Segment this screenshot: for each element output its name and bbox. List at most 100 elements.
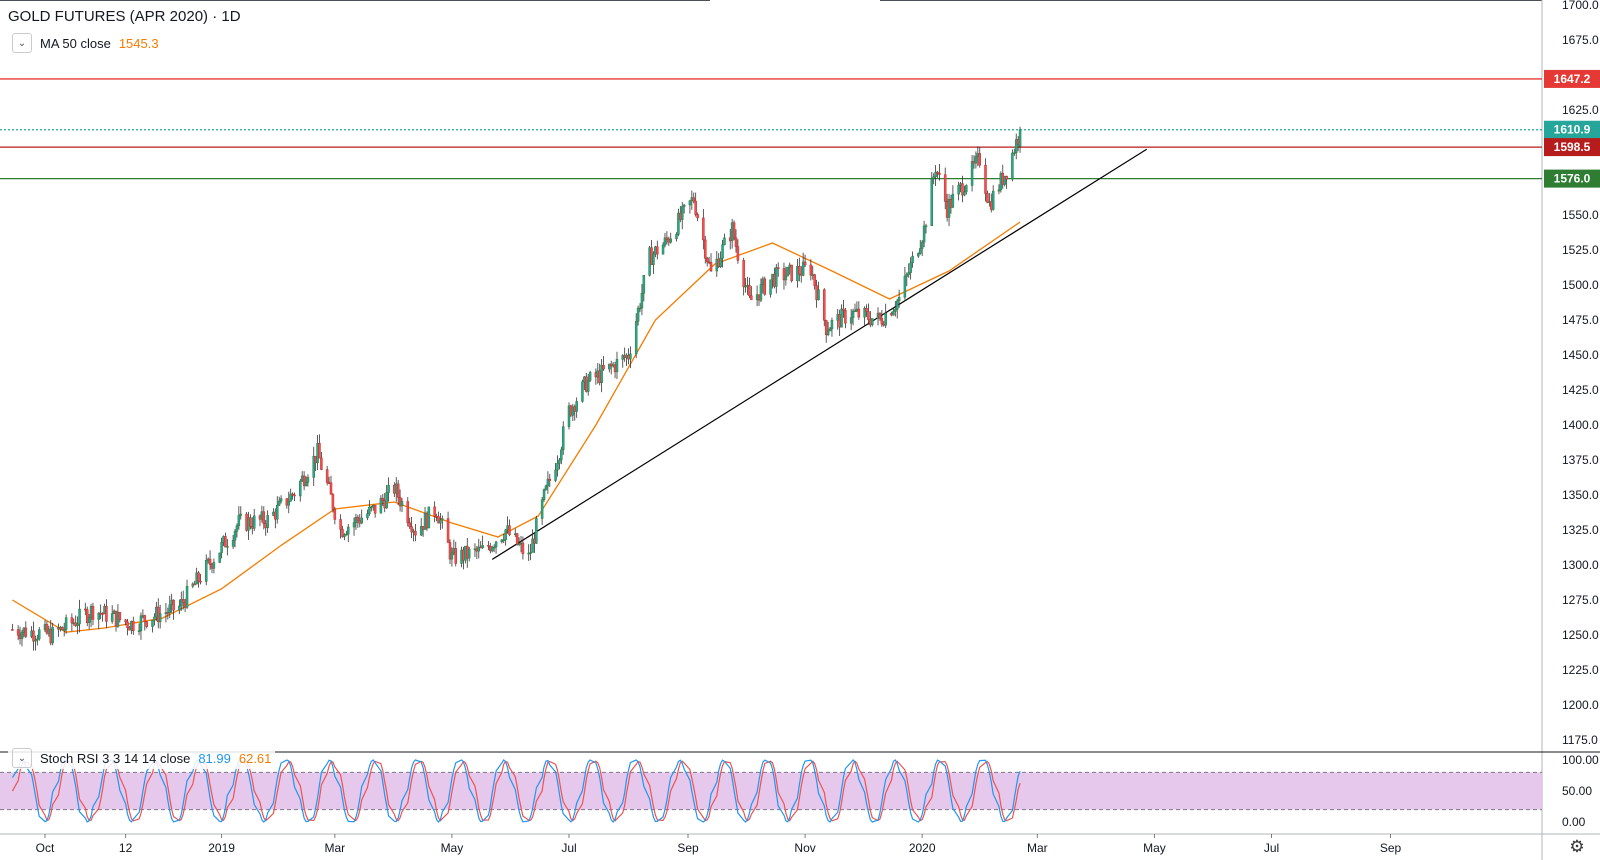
candle-body — [602, 364, 605, 370]
candle-body — [665, 237, 669, 240]
candle-body — [554, 469, 557, 481]
candle-body — [235, 525, 239, 532]
candle-body — [158, 613, 162, 623]
level-badge — [1544, 120, 1600, 139]
candle-body — [289, 493, 292, 502]
candle-body — [997, 189, 1001, 192]
candle-body — [373, 504, 377, 514]
candle-body — [70, 617, 74, 624]
candle-body — [857, 308, 861, 318]
candle-body — [575, 401, 578, 412]
candle-body — [331, 494, 335, 510]
price-tick-label: 1400.0 — [1562, 418, 1599, 432]
price-tick-label: 1450.0 — [1562, 348, 1599, 362]
candle-body — [370, 506, 373, 509]
stoch-label: Stoch RSI 3 3 14 14 close — [40, 750, 191, 766]
candle-body — [719, 257, 722, 268]
candle-body — [894, 309, 897, 312]
time-tick-label: 2019 — [208, 841, 235, 855]
candle-body — [905, 274, 909, 277]
stoch-tick-label: 50.00 — [1562, 784, 1592, 798]
candle-body — [279, 498, 283, 502]
candle-body — [558, 459, 561, 464]
price-tick-label: 1200.0 — [1562, 698, 1599, 712]
candle-body — [204, 559, 208, 582]
candle-body — [61, 626, 64, 631]
candle-body — [878, 312, 882, 319]
candle-body — [638, 307, 642, 310]
candle-body — [1018, 129, 1022, 147]
stoch-legend: ⌄ Stoch RSI 3 3 14 14 close 81.99 62.61 — [8, 747, 276, 769]
candle-body — [467, 548, 471, 559]
trendline[interactable] — [491, 148, 1148, 560]
candle-body — [531, 538, 534, 553]
candle-body — [656, 246, 659, 255]
candle-body — [448, 542, 452, 560]
candle-body — [744, 285, 747, 288]
candle-body — [62, 629, 66, 631]
candle-body — [801, 261, 805, 276]
candle-body — [339, 519, 342, 530]
candle-body — [586, 380, 590, 392]
candle-body — [938, 173, 941, 175]
candle-body — [991, 190, 995, 210]
candle-body — [934, 171, 937, 178]
candle-body — [682, 204, 686, 207]
candle-body — [208, 558, 212, 565]
candle-body — [692, 197, 696, 202]
level-badge-label: 1610.9 — [1554, 123, 1591, 137]
price-tick-label: 1675.0 — [1562, 33, 1599, 47]
stoch-d-value: 62.61 — [238, 750, 272, 766]
price-axis[interactable]: 1700.01675.01650.01625.01600.01575.01550… — [1544, 0, 1600, 747]
candle-body — [918, 248, 922, 254]
ma50-line[interactable] — [12, 221, 1021, 633]
candle-body — [581, 381, 584, 402]
candle-body — [345, 533, 348, 536]
candle-body — [922, 225, 926, 243]
candle-body — [352, 522, 356, 528]
candle-body — [233, 531, 237, 541]
candle-body — [302, 475, 306, 486]
candle-body — [145, 621, 148, 627]
candle-body — [871, 318, 874, 326]
level-badge-label: 1598.5 — [1554, 140, 1591, 154]
stoch-d-line[interactable] — [11, 760, 1021, 822]
candle-body — [732, 222, 736, 239]
chevron-down-icon[interactable]: ⌄ — [12, 748, 32, 768]
candle-body — [750, 295, 753, 300]
candle-body — [293, 494, 296, 497]
candle-body — [252, 515, 256, 529]
candle-body — [957, 185, 960, 195]
candle-body — [387, 484, 390, 493]
candle-body — [356, 517, 360, 521]
candle-body — [984, 164, 987, 194]
candle-body — [542, 489, 546, 500]
candle-body — [851, 310, 855, 318]
time-axis[interactable]: Oct 12 2019 Mar May Jul Sep Nov 2020 Mar May Jul Sep — [36, 834, 1402, 855]
stoch-k-line[interactable] — [11, 759, 1021, 823]
candle-body — [561, 426, 565, 451]
candle-body — [521, 542, 525, 555]
chevron-down-icon[interactable]: ⌄ — [12, 33, 32, 53]
candle-body — [320, 457, 323, 470]
ma-legend: ⌄ MA 50 close 1545.3 — [8, 32, 163, 54]
price-tick-label: 1425.0 — [1562, 383, 1599, 397]
candle-body — [76, 623, 79, 627]
candle-body — [291, 493, 294, 496]
candle-body — [560, 449, 563, 461]
candle-body — [911, 255, 914, 264]
candle-body — [502, 539, 505, 541]
time-tick-label: May — [1143, 841, 1166, 855]
candle-body — [970, 161, 974, 186]
candle-body — [181, 599, 185, 603]
candle-body — [20, 632, 24, 639]
candle-body — [775, 267, 778, 287]
candle-body — [414, 530, 417, 536]
candle-body — [379, 498, 383, 514]
gear-icon[interactable]: ⚙ — [1569, 837, 1585, 856]
candle-body — [249, 517, 252, 527]
candle-body — [37, 629, 41, 640]
candle-body — [936, 171, 939, 174]
level-badge — [1544, 69, 1600, 88]
